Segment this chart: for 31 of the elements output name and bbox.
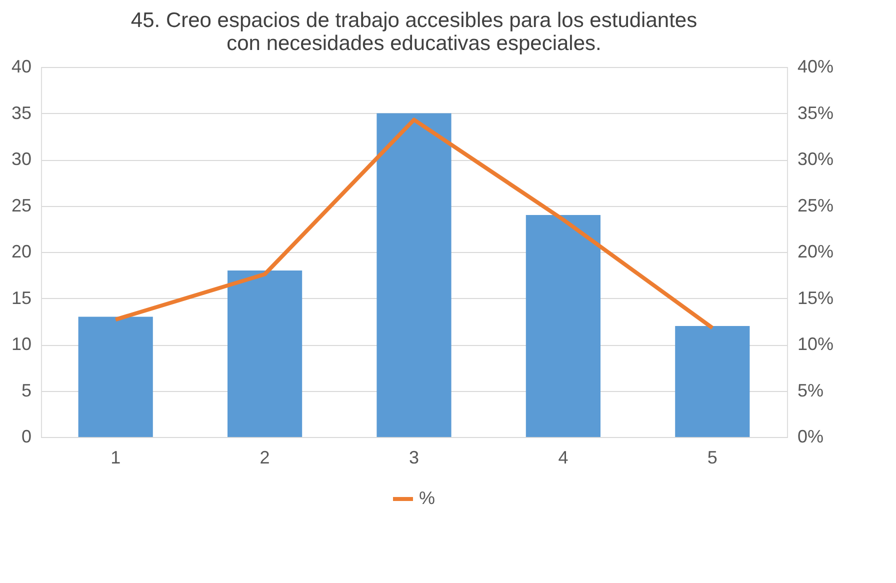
y-tick-label: 35 (11, 102, 32, 123)
x-tick-label: 3 (408, 448, 420, 468)
y2-tick-label: 20% (798, 242, 834, 262)
y2-tick-label: 30% (798, 149, 834, 169)
y-tick-label: 30 (11, 149, 32, 169)
y2-tick-label: 5% (798, 380, 824, 400)
y2-tick-label: 15% (798, 288, 834, 308)
chart-title: 45. Creo espacios de trabajo accesibles para los estudiantes con necesidades educativas especiales. (130, 9, 698, 55)
y2-tick-label: 25% (798, 195, 834, 216)
bar (228, 270, 302, 437)
y-tick-label: 5 (21, 380, 32, 400)
legend-label: % (419, 488, 436, 508)
y-tick-label: 10 (11, 334, 32, 354)
y-tick-label: 0 (21, 426, 32, 446)
bar (376, 113, 452, 437)
y2-tick-label: 35% (798, 102, 834, 123)
bar (78, 316, 153, 437)
x-tick-label: 2 (260, 448, 270, 468)
y-tick-label: 20 (11, 242, 32, 262)
bar (675, 326, 750, 437)
x-tick-label: 1 (110, 448, 121, 468)
x-tick-label: 4 (558, 448, 568, 468)
bar (526, 215, 600, 437)
y2-tick-label: 0% (798, 426, 824, 446)
y2-tick-label: 40% (798, 56, 834, 76)
y-tick-label: 40 (11, 56, 32, 76)
y-tick-label: 25 (11, 195, 32, 216)
y-tick-label: 15 (11, 288, 32, 308)
line-series (114, 118, 714, 330)
x-tick-label: 5 (707, 448, 718, 468)
y2-tick-label: 10% (798, 334, 834, 354)
